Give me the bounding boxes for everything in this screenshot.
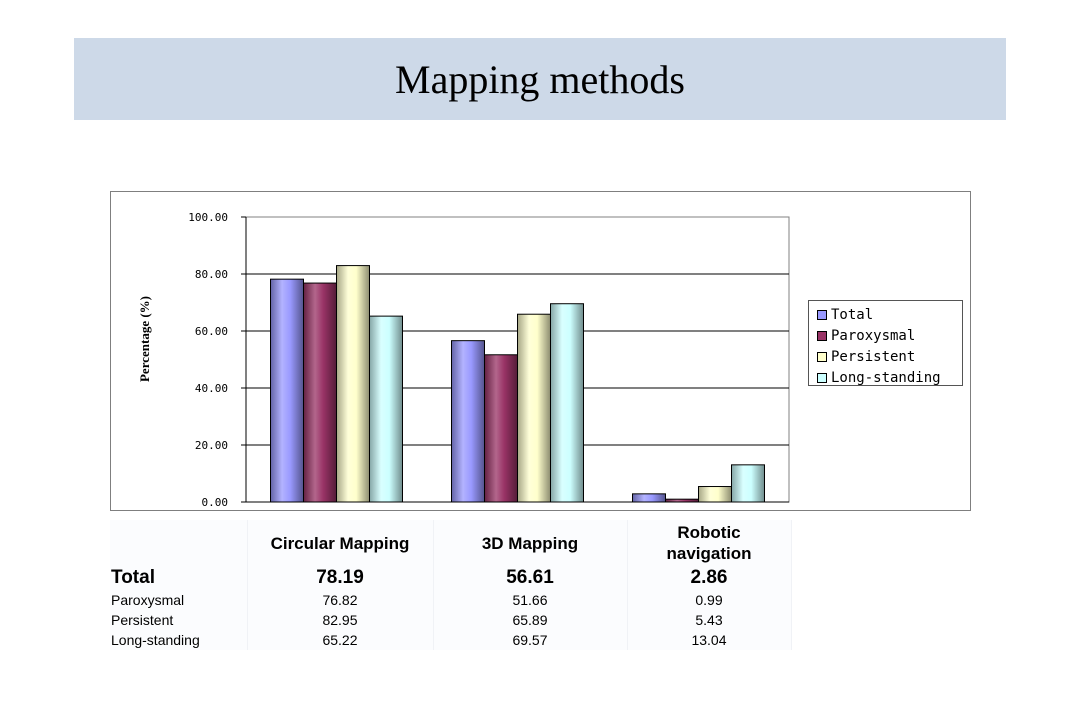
bar xyxy=(632,493,666,503)
table-cell: 5.43 xyxy=(627,610,792,630)
row-label: Paroxysmal xyxy=(110,590,248,610)
row-label: Long-standing xyxy=(110,630,248,650)
row-label: Persistent xyxy=(110,610,248,630)
table-cell: 2.86 xyxy=(627,566,792,590)
table-cell: 76.82 xyxy=(247,590,434,610)
bar xyxy=(550,303,584,503)
chart-legend: Total Paroxysmal Persistent Long-standing xyxy=(808,300,963,386)
table-cell: 65.89 xyxy=(433,610,628,630)
data-table: Circular Mapping 3D Mapping Robotic navi… xyxy=(110,520,792,650)
y-tick-label: 80.00 xyxy=(195,268,228,281)
table-header-cell: Circular Mapping xyxy=(247,520,434,566)
bar xyxy=(369,315,403,503)
table-cell: 13.04 xyxy=(627,630,792,650)
y-tick-label: 40.00 xyxy=(195,382,228,395)
legend-label: Total xyxy=(831,306,874,323)
table-cell: 0.99 xyxy=(627,590,792,610)
table-row: Long-standing 65.22 69.57 13.04 xyxy=(110,630,792,650)
bar xyxy=(336,265,370,503)
y-tick-label: 0.00 xyxy=(202,496,229,509)
row-label: Total xyxy=(110,566,248,590)
table-cell: 78.19 xyxy=(247,566,434,590)
table-cell: 82.95 xyxy=(247,610,434,630)
axis-layer: 0.00 20.00 40.00 60.00 80.00 100.00 xyxy=(188,211,789,509)
bar xyxy=(303,282,337,503)
legend-swatch xyxy=(817,330,827,341)
table-row: Total 78.19 56.61 2.86 xyxy=(110,566,792,590)
table-row: Persistent 82.95 65.89 5.43 xyxy=(110,610,792,630)
bar xyxy=(517,313,551,503)
bar xyxy=(484,354,518,503)
legend-item: Total xyxy=(817,304,962,325)
y-axis-title: Percentage (%) xyxy=(137,296,152,382)
table-cell: 69.57 xyxy=(433,630,628,650)
bar xyxy=(451,340,485,503)
table-cell: 56.61 xyxy=(433,566,628,590)
bar xyxy=(731,464,765,503)
y-tick-label: 100.00 xyxy=(188,211,228,224)
table-header-row: Circular Mapping 3D Mapping Robotic navi… xyxy=(110,520,792,566)
table-row: Paroxysmal 76.82 51.66 0.99 xyxy=(110,590,792,610)
bar xyxy=(270,278,304,503)
bar xyxy=(698,486,732,503)
legend-label: Paroxysmal xyxy=(831,327,916,344)
bar-chart: 0.00 20.00 40.00 60.00 80.00 100.00 Percentag… xyxy=(137,211,790,509)
chart-frame: 0.00 20.00 40.00 60.00 80.00 100.00 Percentag… xyxy=(110,191,971,511)
legend-swatch xyxy=(817,351,827,362)
title-band: Mapping methods xyxy=(74,38,1006,120)
legend-item: Long-standing xyxy=(817,367,962,388)
table-header-cell: Robotic navigation xyxy=(627,520,792,566)
y-tick-label: 60.00 xyxy=(195,325,228,338)
y-tick-label: 20.00 xyxy=(195,439,228,452)
legend-label: Long-standing xyxy=(831,369,941,386)
legend-item: Paroxysmal xyxy=(817,325,962,346)
legend-item: Persistent xyxy=(817,346,962,367)
legend-swatch xyxy=(817,309,827,320)
legend-label: Persistent xyxy=(831,348,916,365)
table-cell: 51.66 xyxy=(433,590,628,610)
table-cell: 65.22 xyxy=(247,630,434,650)
slide-title: Mapping methods xyxy=(395,56,685,102)
legend-swatch xyxy=(817,372,827,383)
table-header-cell: 3D Mapping xyxy=(433,520,628,566)
table-header-cell xyxy=(110,520,248,566)
